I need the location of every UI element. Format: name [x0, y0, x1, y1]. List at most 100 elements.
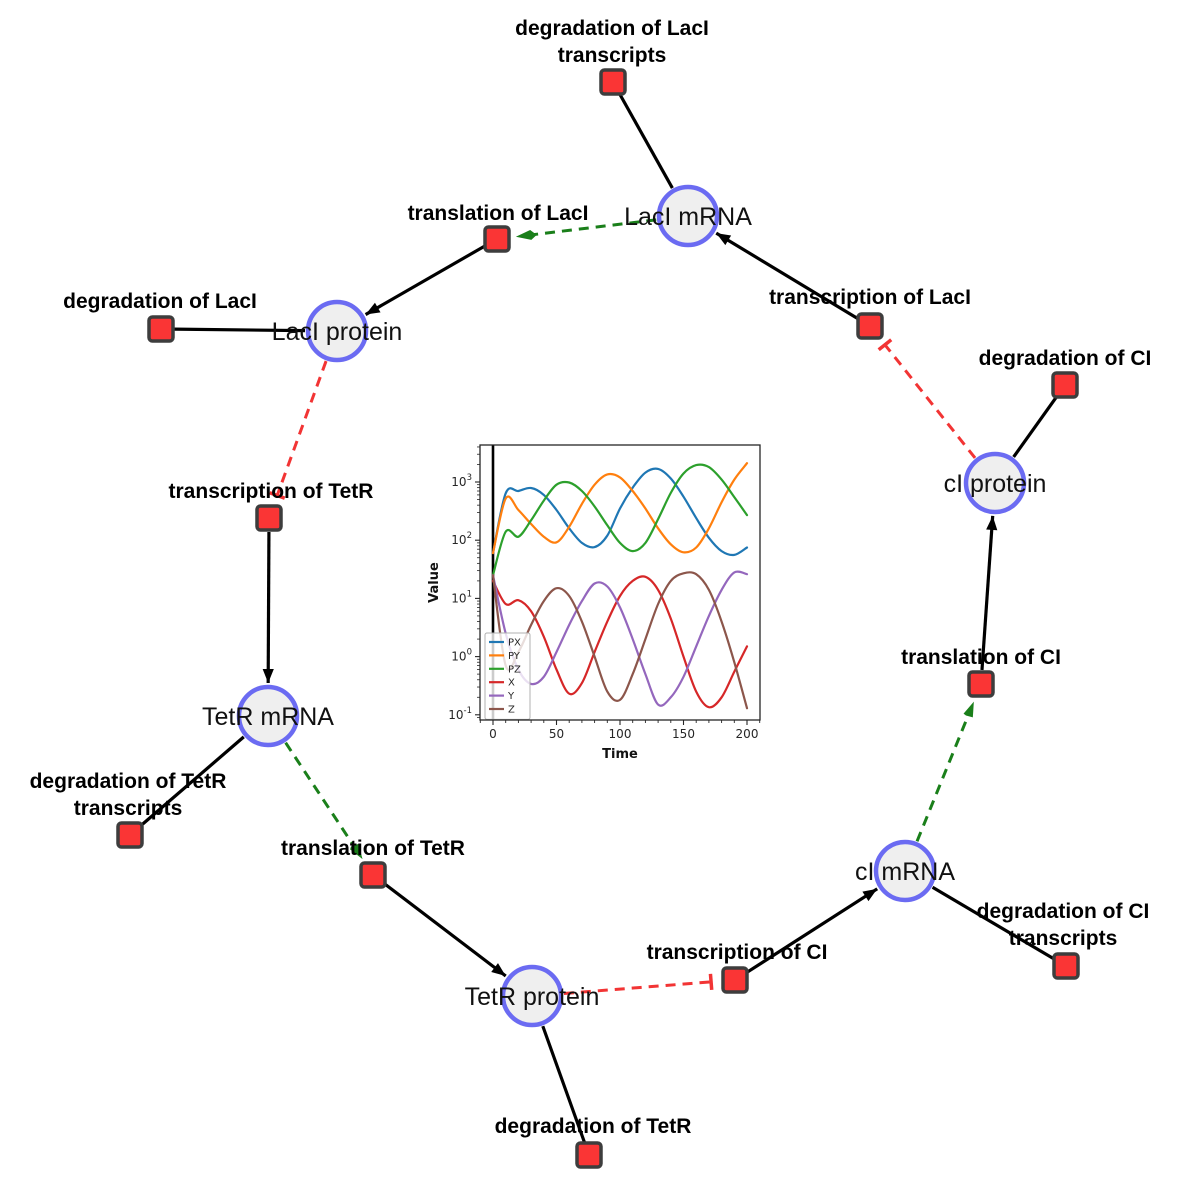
reaction-label-translation-laci-line0: translation of LacI — [408, 202, 589, 225]
edge-laci-mrna-to-translation-laci — [525, 218, 657, 238]
edge-translation-ci-to-ci-protein-arrowhead-icon — [986, 515, 998, 531]
y-tick-label: 102 — [451, 531, 472, 547]
reaction-node-tx-tetr[interactable] — [255, 504, 283, 532]
edge-tx-ci-to-ci-mrna-arrowhead-icon — [862, 888, 878, 902]
legend-label-Y: Y — [507, 691, 515, 702]
reaction-node-deg-tetr[interactable] — [575, 1141, 603, 1169]
reaction-node-deg-ci[interactable] — [1051, 371, 1079, 399]
legend-label-Z: Z — [508, 705, 515, 716]
edge-ci-protein-to-deg-ci — [1012, 394, 1059, 458]
reaction-node-tx-ci[interactable] — [721, 966, 749, 994]
edge-tetr-protein-to-tx-ci — [563, 980, 712, 995]
chart-series-layer — [491, 445, 749, 720]
y-tick-label: 100 — [451, 648, 472, 664]
reaction-label-translation-tetr-line0: translation of TetR — [281, 837, 465, 860]
species-node-tetr-mrna[interactable] — [236, 684, 300, 748]
edge-laci-protein-to-tx-tetr — [275, 360, 328, 496]
reaction-label-deg-ci-tx-line0: degradation of CI — [977, 900, 1150, 923]
reaction-node-deg-laci-tx[interactable] — [599, 68, 627, 96]
reaction-node-deg-tetr-tx[interactable] — [116, 821, 144, 849]
reaction-node-deg-ci-tx[interactable] — [1052, 952, 1080, 980]
reaction-node-tx-laci[interactable] — [856, 312, 884, 340]
edge-tx-tetr-to-tetr-mrna — [266, 531, 271, 684]
edge-ci-protein-to-tx-laci-tee-icon — [877, 338, 893, 352]
x-tick-label: 200 — [736, 727, 759, 741]
legend-label-PY: PY — [508, 651, 521, 662]
y-tick-label: 103 — [451, 473, 472, 489]
edge-tetr-mrna-to-deg-tetr-tx — [138, 735, 245, 828]
edge-tetr-protein-to-tx-ci-tee-icon — [708, 973, 714, 990]
edge-translation-ci-to-ci-protein — [980, 515, 995, 671]
reaction-label-deg-laci-tx-line0: degradation of LacI — [515, 17, 709, 40]
y-tick-label: 101 — [451, 589, 472, 605]
series-line-PY — [491, 462, 749, 555]
edge-tx-ci-to-ci-mrna — [745, 887, 879, 974]
reaction-label-tx-ci-line0: transcription of CI — [647, 941, 828, 964]
species-label-ci-protein: cI protein — [944, 470, 1047, 498]
edge-tx-laci-to-laci-mrna — [715, 231, 859, 321]
reaction-label-tx-laci-line0: transcription of LacI — [769, 286, 971, 309]
y-axis-title: Value — [427, 562, 442, 603]
reaction-label-deg-laci-tx-line1: transcripts — [558, 44, 667, 67]
edge-ci-mrna-to-translation-ci-arrowhead-icon — [963, 701, 974, 718]
species-label-tetr-mrna: TetR mRNA — [202, 703, 334, 731]
x-tick-label: 50 — [549, 727, 564, 741]
x-tick-label: 150 — [672, 727, 695, 741]
series-line-Z — [491, 571, 749, 710]
edge-tetr-mrna-to-translation-tetr-arrowhead-icon — [350, 843, 363, 860]
edge-translation-tetr-to-tetr-protein-arrowhead-icon — [491, 963, 506, 977]
reaction-label-deg-ci-line0: degradation of CI — [979, 347, 1152, 370]
reaction-label-deg-tetr-tx-line1: transcripts — [74, 797, 183, 820]
edge-tetr-mrna-to-translation-tetr — [284, 741, 359, 852]
species-node-laci-protein[interactable] — [305, 299, 369, 363]
edge-translation-laci-to-laci-protein-arrowhead-icon — [365, 302, 381, 315]
plot-frame — [479, 444, 761, 721]
legend-label-X: X — [508, 678, 515, 689]
species-node-ci-protein[interactable] — [963, 451, 1027, 515]
x-tick-label: 0 — [489, 727, 497, 741]
series-line-PZ — [491, 463, 749, 577]
chart-legend: PX PY PZ XYZ — [484, 632, 531, 720]
species-node-tetr-protein[interactable] — [500, 964, 564, 1028]
species-node-laci-mrna[interactable] — [656, 184, 720, 248]
reaction-label-deg-laci-line0: degradation of LacI — [63, 290, 257, 313]
species-node-ci-mrna[interactable] — [873, 839, 937, 903]
y-tick-label: 10-1 — [448, 706, 472, 722]
reaction-node-translation-laci[interactable] — [483, 225, 511, 253]
edge-tx-tetr-to-tetr-mrna-arrowhead-icon — [262, 668, 274, 684]
edge-laci-protein-to-tx-tetr-tee-icon — [269, 491, 286, 500]
legend-label-PX: PX — [508, 638, 521, 649]
reaction-node-translation-ci[interactable] — [967, 670, 995, 698]
reaction-label-deg-tetr-tx-line0: degradation of TetR — [30, 770, 227, 793]
edge-tetr-protein-to-deg-tetr — [541, 1025, 587, 1144]
edge-ci-protein-to-tx-laci — [883, 343, 977, 459]
x-axis-title: Time — [602, 747, 638, 762]
series-line-Y — [491, 570, 749, 707]
species-label-laci-protein: LacI protein — [272, 318, 403, 346]
series-line-PX — [491, 467, 749, 557]
edge-ci-mrna-to-deg-ci-tx — [931, 885, 1056, 961]
reaction-label-deg-tetr-line0: degradation of TetR — [495, 1115, 692, 1138]
x-tick-label: 100 — [609, 727, 632, 741]
edges-layer — [138, 92, 1059, 1144]
edge-laci-protein-to-deg-laci — [173, 327, 306, 333]
nodes-layer — [116, 68, 1080, 1169]
edge-translation-tetr-to-tetr-protein — [383, 882, 507, 978]
edge-tx-laci-to-laci-mrna-arrowhead-icon — [716, 233, 732, 246]
species-label-ci-mrna: cI mRNA — [855, 858, 955, 886]
species-label-tetr-protein: TetR protein — [465, 983, 600, 1011]
reaction-node-translation-tetr[interactable] — [359, 861, 387, 889]
reaction-label-deg-ci-tx-line1: transcripts — [1009, 927, 1118, 950]
reaction-node-deg-laci[interactable] — [147, 315, 175, 343]
edge-laci-mrna-to-deg-laci-tx — [617, 92, 674, 189]
inset-chart: 0 50 100 150 20010-1100101102103TimeValuePXP… — [424, 420, 784, 770]
edge-translation-laci-to-laci-protein — [364, 244, 486, 316]
species-label-laci-mrna: LacI mRNA — [624, 203, 752, 231]
labels-layer: degradation of LacI transcripts translatio… — [30, 17, 1152, 1138]
legend-label-PZ: PZ — [508, 664, 521, 675]
edge-laci-mrna-to-translation-laci-arrowhead-icon — [515, 229, 537, 240]
chart-background — [424, 420, 784, 770]
reaction-label-translation-ci-line0: translation of CI — [901, 646, 1061, 669]
